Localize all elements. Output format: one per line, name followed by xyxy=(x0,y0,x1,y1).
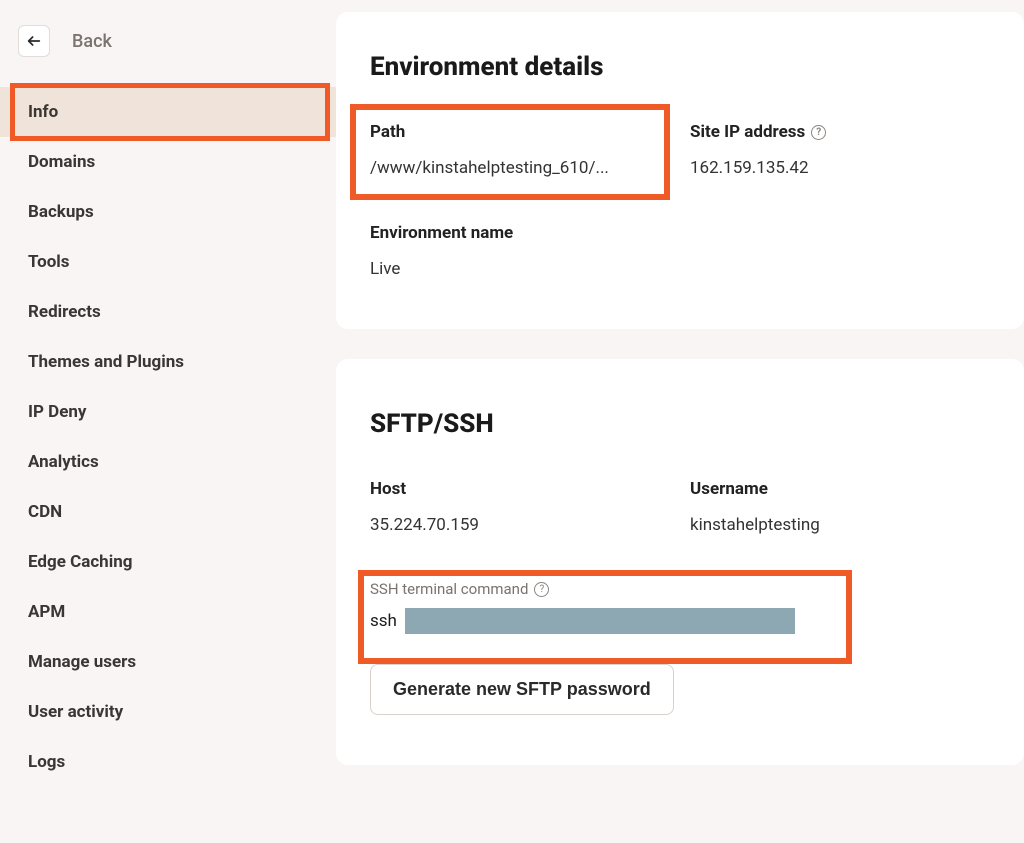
environment-details-panel: Environment details Path /www/kinstahelp… xyxy=(336,12,1024,329)
username-field: Username kinstahelptesting xyxy=(690,479,990,535)
ssh-command-redacted xyxy=(405,608,795,634)
sidebar-item-label: Domains xyxy=(28,152,95,172)
env-name-value: Live xyxy=(370,259,670,279)
help-icon[interactable]: ? xyxy=(811,125,826,140)
main-content: Environment details Path /www/kinstahelp… xyxy=(336,0,1024,843)
sidebar-item-label: Info xyxy=(28,102,58,122)
highlight-box xyxy=(350,104,670,200)
sidebar-item-domains[interactable]: Domains xyxy=(0,137,336,187)
sidebar-item-label: Edge Caching xyxy=(28,552,132,572)
sidebar-item-ip-deny[interactable]: IP Deny xyxy=(0,387,336,437)
path-label: Path xyxy=(370,122,670,142)
sidebar-item-label: User activity xyxy=(28,702,123,722)
path-value: /www/kinstahelptesting_610/... xyxy=(370,158,670,178)
ssh-command-label: SSH terminal command xyxy=(370,580,528,598)
sidebar-item-analytics[interactable]: Analytics xyxy=(0,437,336,487)
sidebar-item-user-activity[interactable]: User activity xyxy=(0,687,336,737)
sidebar-item-redirects[interactable]: Redirects xyxy=(0,287,336,337)
sidebar-item-cdn[interactable]: CDN xyxy=(0,487,336,537)
ip-value: 162.159.135.42 xyxy=(690,158,990,178)
sidebar-item-label: Analytics xyxy=(28,452,99,472)
help-icon[interactable]: ? xyxy=(534,582,549,597)
ip-field: Site IP address ? 162.159.135.42 xyxy=(690,122,990,178)
path-field: Path /www/kinstahelptesting_610/... xyxy=(370,122,670,178)
sidebar-item-themes-plugins[interactable]: Themes and Plugins xyxy=(0,337,336,387)
ssh-command-prefix: ssh xyxy=(370,611,397,631)
env-name-field: Environment name Live xyxy=(370,223,670,279)
sidebar-item-label: Redirects xyxy=(28,302,101,322)
arrow-left-icon xyxy=(26,33,42,49)
sidebar-item-info[interactable]: Info xyxy=(0,87,336,137)
sidebar-item-label: CDN xyxy=(28,502,62,522)
panel-title: Environment details xyxy=(370,52,990,82)
sftp-ssh-panel: SFTP/SSH Host 35.224.70.159 Username kin… xyxy=(336,359,1024,765)
back-button[interactable] xyxy=(18,25,50,57)
ip-label: Site IP address ? xyxy=(690,122,990,142)
sidebar-item-label: Themes and Plugins xyxy=(28,352,184,372)
sidebar-item-label: Logs xyxy=(28,752,65,772)
generate-sftp-password-button[interactable]: Generate new SFTP password xyxy=(370,664,674,715)
ssh-command-field: SSH terminal command ? ssh xyxy=(370,580,990,634)
panel-title: SFTP/SSH xyxy=(370,409,990,439)
host-field: Host 35.224.70.159 xyxy=(370,479,670,535)
username-value: kinstahelptesting xyxy=(690,515,990,535)
sidebar-item-label: Manage users xyxy=(28,652,136,672)
back-label: Back xyxy=(72,31,112,52)
sidebar-item-tools[interactable]: Tools xyxy=(0,237,336,287)
env-name-label: Environment name xyxy=(370,223,670,243)
sidebar: Back Info Domains Backups Tools Redirect… xyxy=(0,0,336,843)
sidebar-item-logs[interactable]: Logs xyxy=(0,737,336,787)
sidebar-item-label: APM xyxy=(28,602,65,622)
username-label: Username xyxy=(690,479,990,499)
host-label: Host xyxy=(370,479,670,499)
sidebar-item-backups[interactable]: Backups xyxy=(0,187,336,237)
ip-label-text: Site IP address xyxy=(690,122,805,142)
sidebar-item-label: Tools xyxy=(28,252,70,272)
nav-list: Info Domains Backups Tools Redirects The… xyxy=(0,87,336,787)
sidebar-item-label: Backups xyxy=(28,202,94,222)
host-value: 35.224.70.159 xyxy=(370,515,670,535)
sidebar-item-manage-users[interactable]: Manage users xyxy=(0,637,336,687)
sidebar-item-apm[interactable]: APM xyxy=(0,587,336,637)
sidebar-item-edge-caching[interactable]: Edge Caching xyxy=(0,537,336,587)
sidebar-item-label: IP Deny xyxy=(28,402,86,422)
